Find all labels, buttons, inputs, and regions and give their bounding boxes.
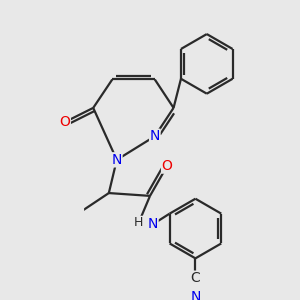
Text: N: N (150, 129, 160, 143)
Text: O: O (162, 159, 172, 173)
Text: O: O (59, 115, 70, 129)
Text: H: H (134, 216, 143, 230)
Text: C: C (190, 271, 200, 285)
Text: N: N (112, 153, 122, 167)
Text: N: N (148, 217, 158, 231)
Text: N: N (190, 290, 201, 300)
